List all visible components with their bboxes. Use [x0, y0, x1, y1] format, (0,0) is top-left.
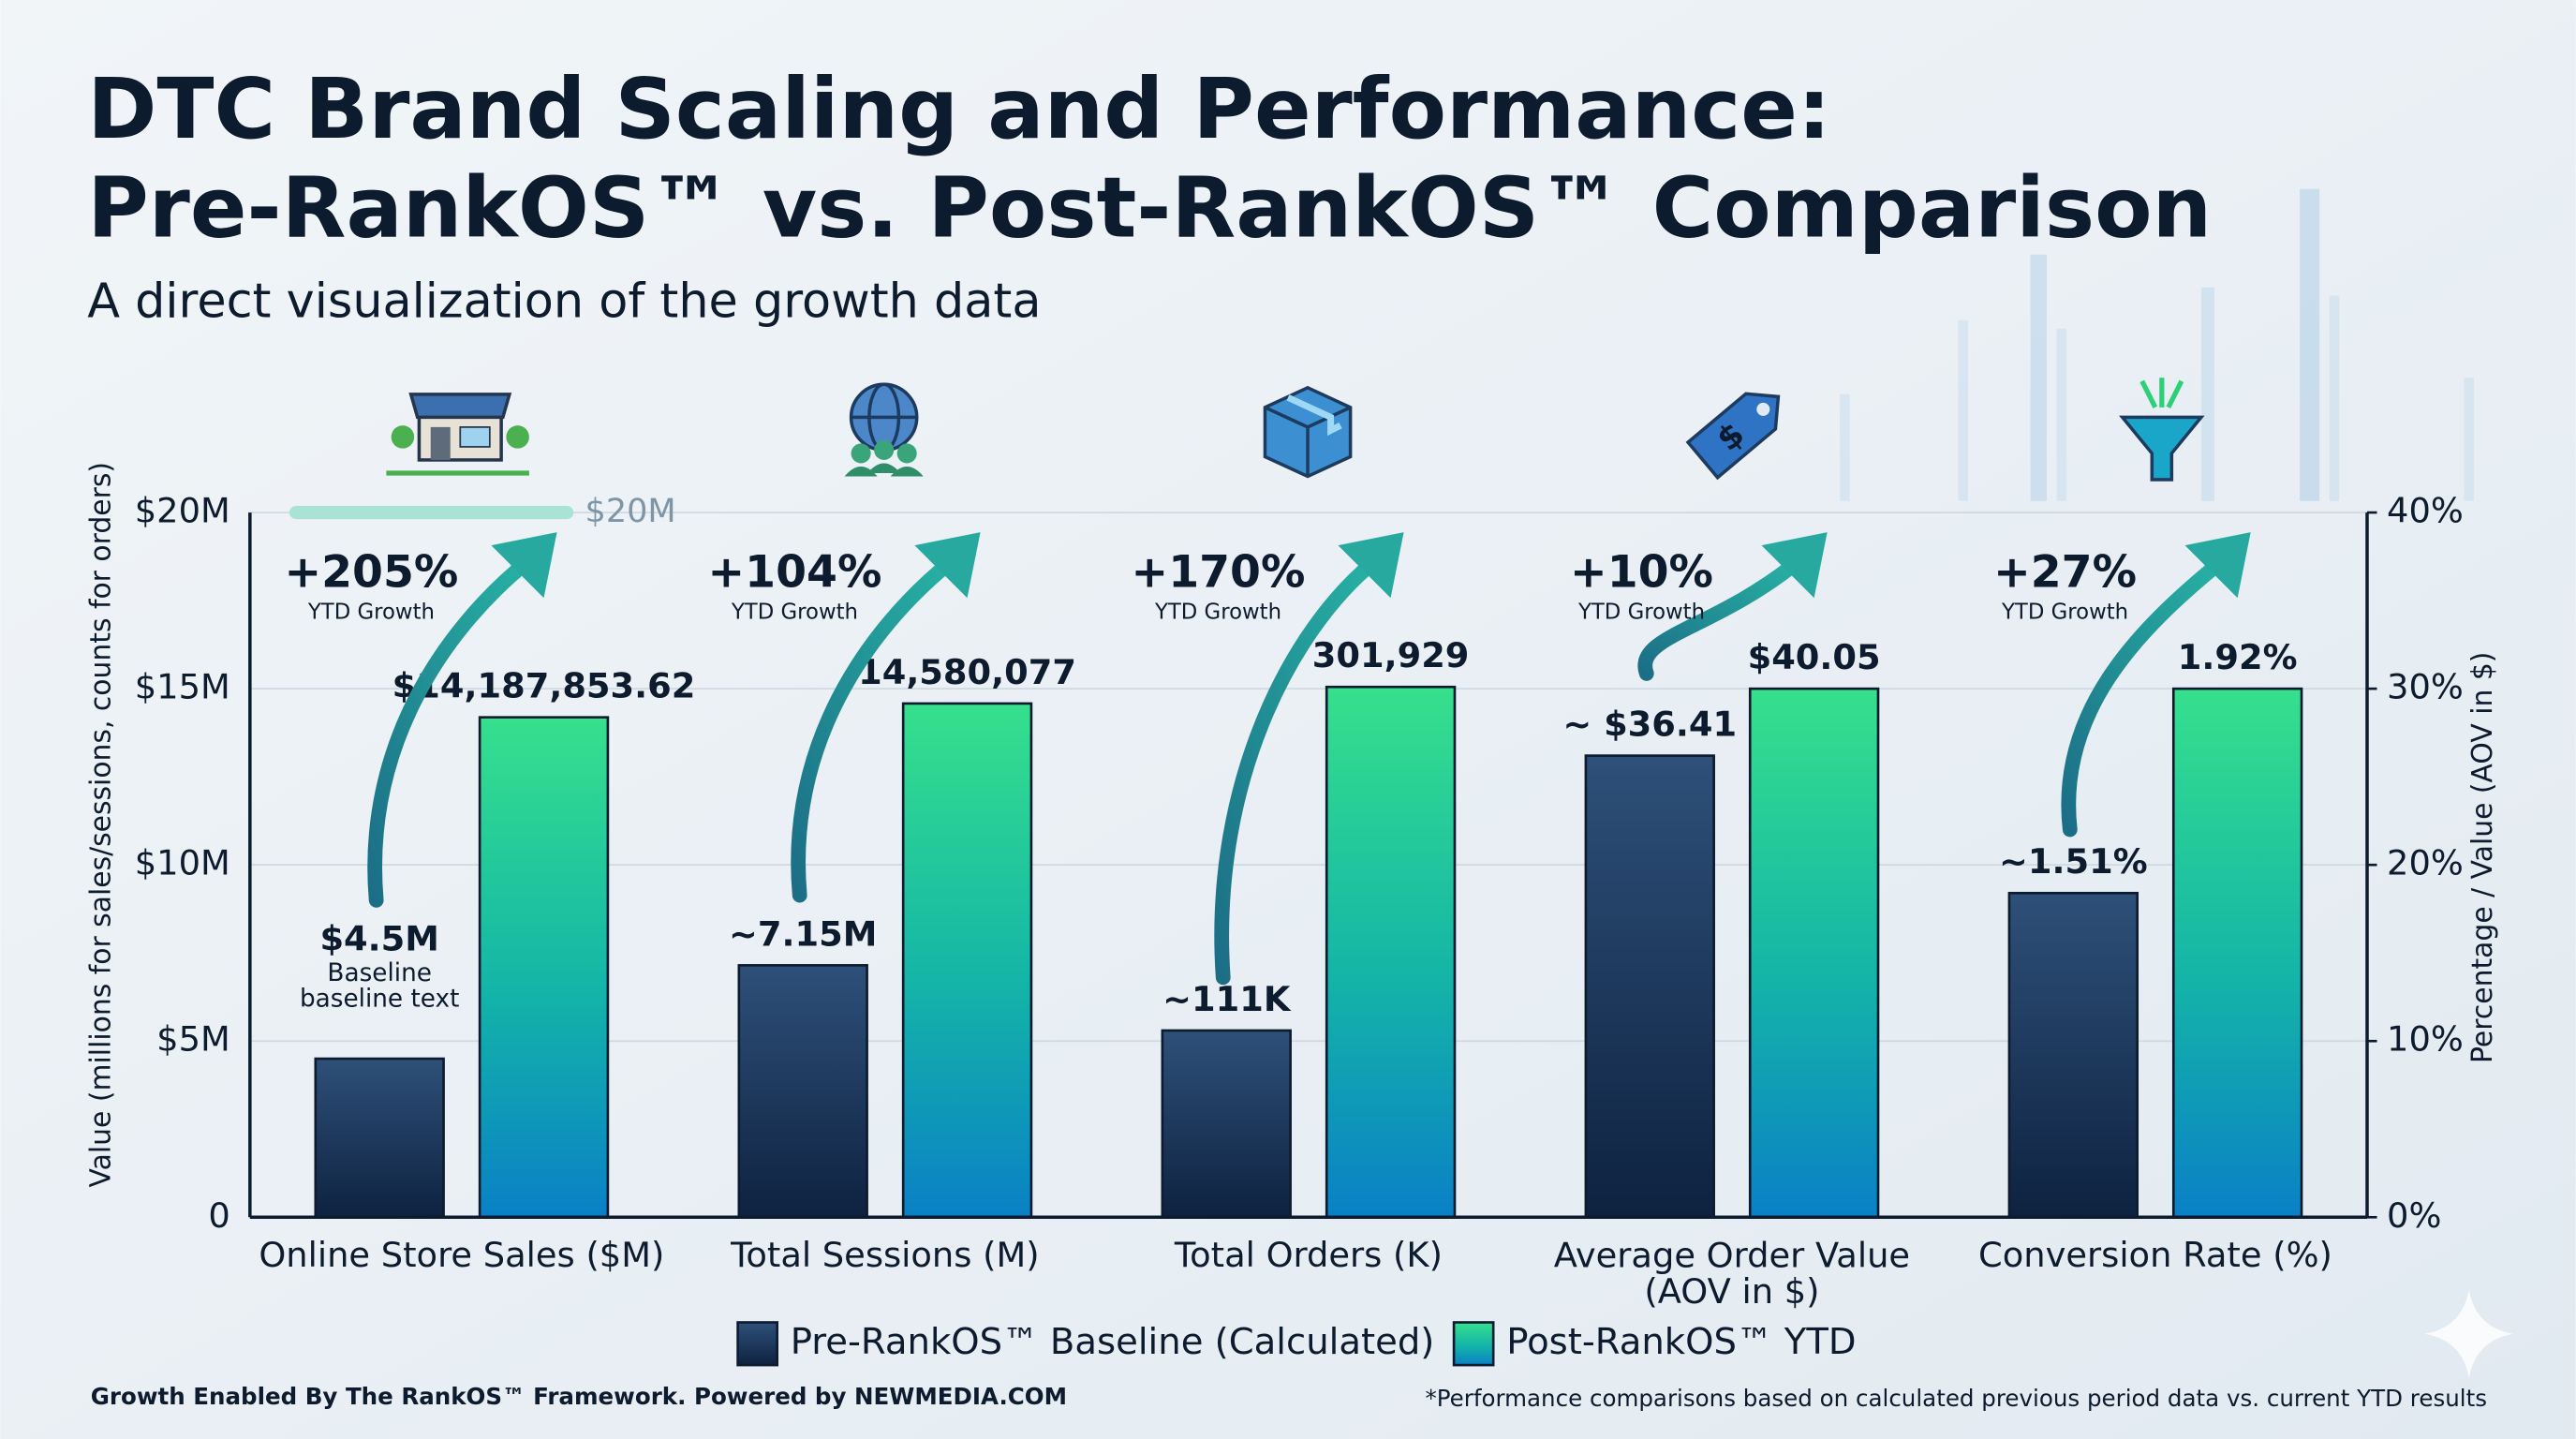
y2-tick-label: 20%	[2387, 843, 2464, 883]
growth-caption: YTD Growth	[1577, 601, 1705, 625]
y-axis-title: Value (millions for sales/sessions, coun…	[85, 462, 118, 1187]
growth-label: +27%	[1993, 547, 2137, 599]
legend-label: Pre-RankOS™ Baseline (Calculated)	[791, 1321, 1435, 1363]
arrow-shaft	[1637, 554, 1805, 681]
value-label: 14,580,077	[858, 652, 1076, 692]
chart-title: Pre-RankOS™ vs. Post-RankOS™ Comparison	[87, 159, 2212, 257]
value-label: ~1.51%	[1999, 841, 2148, 882]
y2-axis-title: Percentage / Value (AOV in $)	[2466, 652, 2499, 1063]
arrow-shaft	[1214, 554, 1382, 986]
y-tick-label: $10M	[135, 843, 230, 883]
baseline-note: Baseline baseline text	[300, 958, 459, 1013]
arrow-shaft	[2061, 554, 2229, 838]
chart-subtitle: A direct visualization of the growth dat…	[87, 273, 1041, 328]
y2-tick-label: 40%	[2387, 491, 2464, 531]
arrow-shaft	[791, 554, 958, 903]
bar	[737, 964, 868, 1219]
y-tick-label: $20M	[135, 491, 230, 531]
value-label: 301,929	[1312, 635, 1470, 675]
legend-swatch	[736, 1321, 778, 1367]
bar	[1161, 1029, 1292, 1219]
x-tick-label: Average Order Value (AOV in $)	[1554, 1235, 1910, 1312]
y2-tick-label: 0%	[2387, 1195, 2441, 1236]
growth-label: +104%	[708, 547, 882, 599]
arrow-head	[1338, 532, 1404, 599]
funnel-icon	[2119, 378, 2205, 482]
x-tick-label: Total Sessions (M)	[730, 1235, 1040, 1275]
value-label: ~ $36.41	[1562, 705, 1737, 745]
footer-left: Growth Enabled By The RankOS™ Framework.…	[91, 1383, 1067, 1410]
growth-caption: YTD Growth	[2001, 601, 2128, 625]
decor-bars	[1840, 188, 2474, 501]
growth-caption: YTD Growth	[1154, 601, 1281, 625]
growth-arrow	[1214, 532, 1404, 986]
arrow-head	[1761, 532, 1828, 599]
arrow-head	[914, 532, 981, 599]
value-label: $40.05	[1748, 637, 1881, 677]
legend-label: Post-RankOS™ YTD	[1506, 1321, 1856, 1363]
growth-label: +205%	[284, 547, 458, 599]
box-icon	[1263, 385, 1353, 479]
value-label: ~111K	[1162, 979, 1292, 1019]
icons: $	[386, 378, 2205, 482]
target-label: $20M	[585, 492, 676, 530]
tag-icon: $	[1685, 392, 1781, 481]
bar	[1584, 754, 1715, 1219]
store-icon	[386, 393, 529, 476]
chart-title: DTC Brand Scaling and Performance:	[87, 61, 1830, 158]
y-tick-label: $15M	[135, 667, 230, 707]
growth-arrow	[2061, 532, 2251, 838]
growth-label: +170%	[1132, 547, 1306, 599]
y-tick-label: 0	[208, 1195, 229, 1236]
bar	[314, 1057, 445, 1219]
sparkle	[2424, 1289, 2514, 1379]
growth-arrow	[1637, 532, 1828, 681]
value-label: ~7.15M	[729, 913, 877, 954]
bar	[2171, 687, 2303, 1219]
globe-icon	[844, 382, 924, 477]
footer-right: *Performance comparisons based on calcul…	[1425, 1385, 2487, 1412]
x-tick-label: Online Store Sales ($M)	[259, 1235, 664, 1275]
bar	[901, 702, 1033, 1219]
growth-caption: YTD Growth	[307, 601, 435, 625]
bar	[1325, 685, 1457, 1219]
y-tick-label: $5M	[156, 1019, 230, 1060]
y2-tick-label: 30%	[2387, 667, 2464, 707]
x-tick-label: Conversion Rate (%)	[1978, 1235, 2332, 1275]
bar	[2007, 891, 2139, 1219]
growth-label: +10%	[1570, 547, 1713, 599]
bar	[1748, 687, 1880, 1219]
value-label: 1.92%	[2178, 637, 2298, 677]
arrow-head	[2184, 532, 2251, 599]
bar	[478, 716, 610, 1219]
x-tick-label: Total Orders (K)	[1174, 1235, 1443, 1275]
arrow-shaft	[367, 554, 535, 908]
growth-arrow	[367, 532, 557, 908]
growth-arrow	[791, 532, 981, 903]
legend-swatch	[1452, 1321, 1495, 1367]
y2-tick-label: 10%	[2387, 1019, 2464, 1060]
value-label: $4.5M	[319, 918, 438, 958]
value-label: $14,187,853.62	[392, 666, 696, 706]
growth-caption: YTD Growth	[731, 601, 858, 625]
arrow-head	[491, 532, 557, 599]
